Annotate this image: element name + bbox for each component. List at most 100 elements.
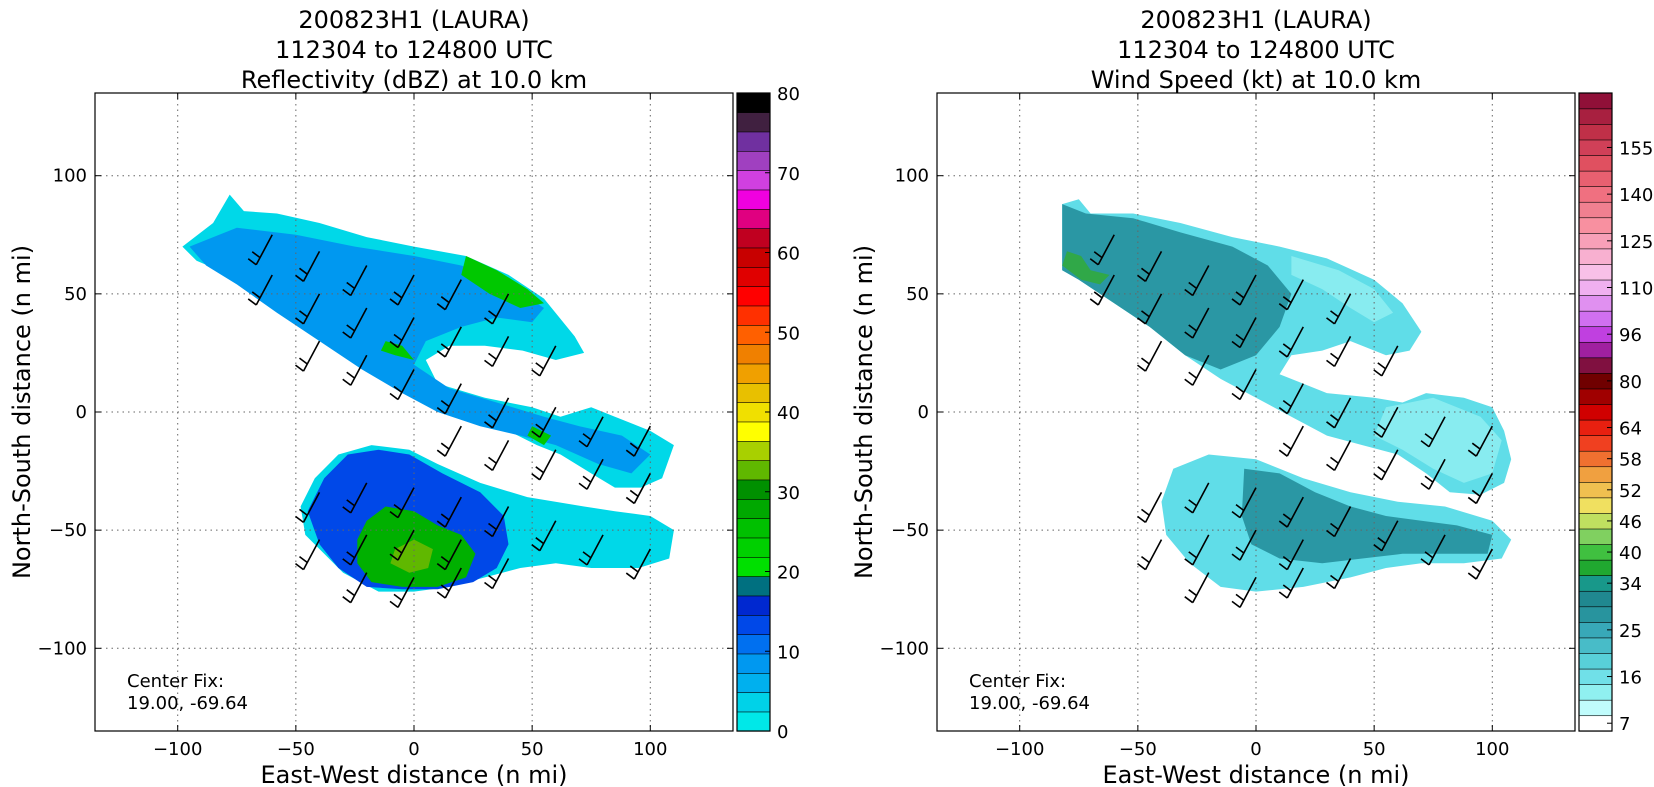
- chart-title-line: 112304 to 124800 UTC: [275, 36, 553, 64]
- wind-barb: [1373, 345, 1399, 377]
- wind-barb: [1326, 293, 1352, 325]
- wind-barb: [1326, 397, 1352, 429]
- colorbar-tick-label: 25: [1619, 621, 1642, 642]
- colorbar-segment: [1578, 217, 1613, 234]
- wind-barb: [1137, 340, 1163, 372]
- colorbar-segment: [736, 692, 771, 713]
- colorbar-segment: [736, 382, 771, 403]
- wind-barb: [1420, 534, 1446, 566]
- colorbar-tick-label: 20: [777, 563, 800, 584]
- wind-barb: [436, 279, 462, 311]
- wind-barb: [1326, 506, 1352, 538]
- wind-barb: [1373, 449, 1399, 481]
- colorbar-frame: [1578, 92, 1613, 732]
- center-fix-annotation: 19.00, -69.64: [969, 693, 1090, 714]
- wind-barb: [1184, 534, 1210, 566]
- colorbar-segment: [736, 112, 771, 133]
- wind-barb: [484, 397, 510, 429]
- wind-barb: [342, 572, 368, 604]
- wind-barb: [531, 345, 557, 377]
- wind-barb: [484, 336, 510, 368]
- colorbar-tick-label: 64: [1619, 419, 1642, 440]
- colorbar-segment: [736, 498, 771, 519]
- center-fix-annotation: Center Fix:: [969, 671, 1066, 692]
- x-tick-label: −100: [995, 739, 1044, 760]
- wind-barb: [1467, 548, 1494, 580]
- wind-barb: [1231, 577, 1257, 609]
- chart-title-line: 112304 to 124800 UTC: [1117, 36, 1395, 64]
- wind-barb: [436, 567, 462, 599]
- x-tick-label: −50: [1119, 739, 1157, 760]
- wind-barb: [484, 558, 510, 590]
- colorbar-tick-label: 140: [1619, 185, 1653, 206]
- colorbar-segment: [1578, 435, 1613, 452]
- wind-barb: [1231, 369, 1257, 401]
- colorbar-segment: [736, 189, 771, 210]
- wind-barb: [1184, 265, 1210, 297]
- colorbar-segment: [1578, 606, 1613, 623]
- chart-title-line: Wind Speed (kt) at 10.0 km: [1091, 66, 1422, 94]
- x-axis-label: East-West distance (n mi): [1102, 761, 1409, 787]
- colorbar-segment: [736, 479, 771, 500]
- colorbar-tick-label: 40: [1619, 543, 1642, 564]
- colorbar-segment: [736, 440, 771, 461]
- wind-barb: [1184, 572, 1210, 604]
- wind-barb: [436, 326, 462, 358]
- wind-barb: [1137, 250, 1163, 282]
- wind-barb: [1231, 529, 1257, 561]
- colorbar-tick-label: 0: [777, 722, 788, 743]
- colorbar-tick-label: 16: [1619, 668, 1642, 689]
- wind-barb: [436, 383, 462, 415]
- colorbar-tick-label: 58: [1619, 450, 1642, 471]
- wind-barb: [389, 317, 415, 349]
- wind-barb: [1231, 487, 1257, 519]
- colorbar-segment: [736, 653, 771, 674]
- colorbar-segment: [1578, 684, 1613, 701]
- colorbar-segment: [1578, 357, 1613, 374]
- colorbar-tick-label: 110: [1619, 279, 1653, 300]
- chart-title-line: Reflectivity (dBZ) at 10.0 km: [241, 66, 587, 94]
- wind-barb: [1089, 234, 1115, 266]
- colorbar-segment: [736, 286, 771, 307]
- colorbar-segment: [736, 595, 771, 616]
- colorbar-segment: [1578, 466, 1613, 483]
- data-region: [1291, 256, 1394, 323]
- wind-barb: [342, 354, 368, 386]
- y-axis-label: North-South distance (n mi): [8, 245, 36, 579]
- wind-barb: [1278, 496, 1304, 528]
- colorbar-segment: [1578, 263, 1613, 281]
- wind-barb: [1278, 567, 1304, 599]
- colorbar-segment: [1578, 248, 1613, 265]
- colorbar-segment: [736, 518, 771, 539]
- wind-barb: [247, 274, 273, 306]
- colorbar-segment: [1578, 388, 1613, 405]
- wind-barb: [484, 293, 510, 325]
- data-region: [1374, 397, 1502, 483]
- colorbar-tick-label: 155: [1619, 138, 1653, 159]
- colorbar-tick-label: 52: [1619, 481, 1642, 502]
- y-tick-label: 50: [906, 284, 929, 305]
- wind-barb: [1184, 307, 1210, 339]
- wind-barb: [1420, 416, 1446, 448]
- x-tick-label: 0: [1250, 739, 1261, 760]
- colorbar-tick-label: 80: [1619, 372, 1642, 393]
- colorbar-segment: [1578, 170, 1613, 187]
- x-tick-label: 50: [521, 739, 544, 760]
- plot-area: [937, 93, 1575, 731]
- wind-barb: [1373, 406, 1399, 438]
- wind-barb: [1184, 482, 1210, 514]
- colorbar-tick-label: 80: [777, 84, 800, 105]
- center-fix-annotation: Center Fix:: [127, 671, 224, 692]
- wind-barb: [436, 425, 462, 457]
- colorbar-tick-label: 70: [777, 164, 800, 185]
- wind-barb: [389, 487, 415, 519]
- colorbar-tick-label: 7: [1619, 714, 1630, 735]
- x-axis-label: East-West distance (n mi): [260, 761, 567, 787]
- wind-barb: [484, 439, 510, 471]
- wind-barb: [1278, 425, 1304, 457]
- y-tick-label: −100: [880, 638, 929, 659]
- colorbar-segment: [1578, 403, 1613, 421]
- center-fix-annotation: 19.00, -69.64: [127, 693, 248, 714]
- data-region: [527, 426, 552, 446]
- wind-barb: [1373, 520, 1399, 552]
